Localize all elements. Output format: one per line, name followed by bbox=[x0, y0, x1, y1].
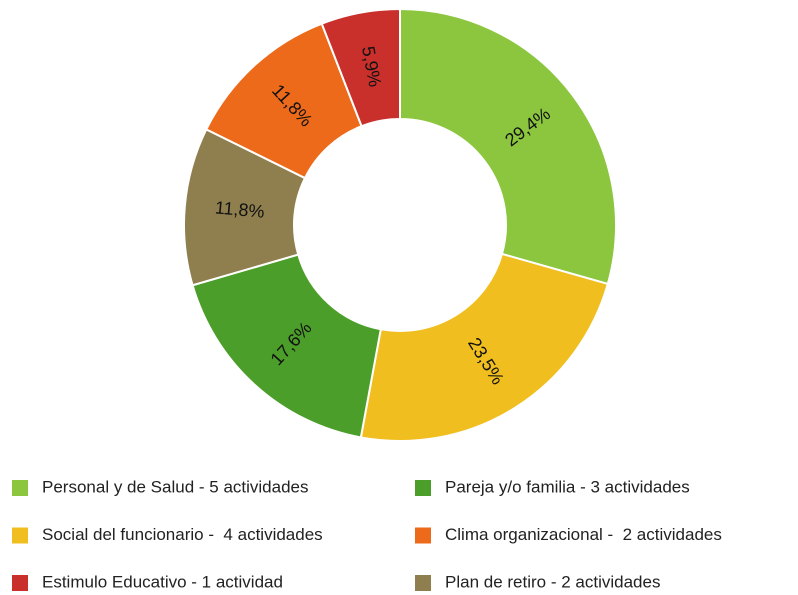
donut-slice bbox=[359, 252, 610, 442]
legend-swatch bbox=[12, 575, 28, 591]
legend-swatch bbox=[12, 527, 28, 544]
legend-label: Social del funcionario - 4 actividades bbox=[42, 525, 323, 544]
donut-slice bbox=[399, 7, 617, 286]
legend-swatch bbox=[415, 527, 431, 544]
value-label: 11,8% bbox=[214, 197, 265, 221]
legend-label: Plan de retiro - 2 actividades bbox=[445, 572, 660, 591]
donut-slice bbox=[320, 7, 401, 128]
legend-swatch bbox=[12, 480, 28, 496]
legend-label: Estimulo Educativo - 1 actividad bbox=[42, 572, 283, 591]
legend-label: Pareja y/o familia - 3 actividades bbox=[445, 477, 690, 496]
legend-label: Clima organizacional - 2 actividades bbox=[445, 525, 722, 544]
legend-swatch bbox=[415, 480, 431, 496]
legend-swatch bbox=[415, 575, 431, 591]
donut-slice bbox=[191, 253, 382, 439]
legend-label: Personal y de Salud - 5 actividades bbox=[42, 477, 309, 496]
